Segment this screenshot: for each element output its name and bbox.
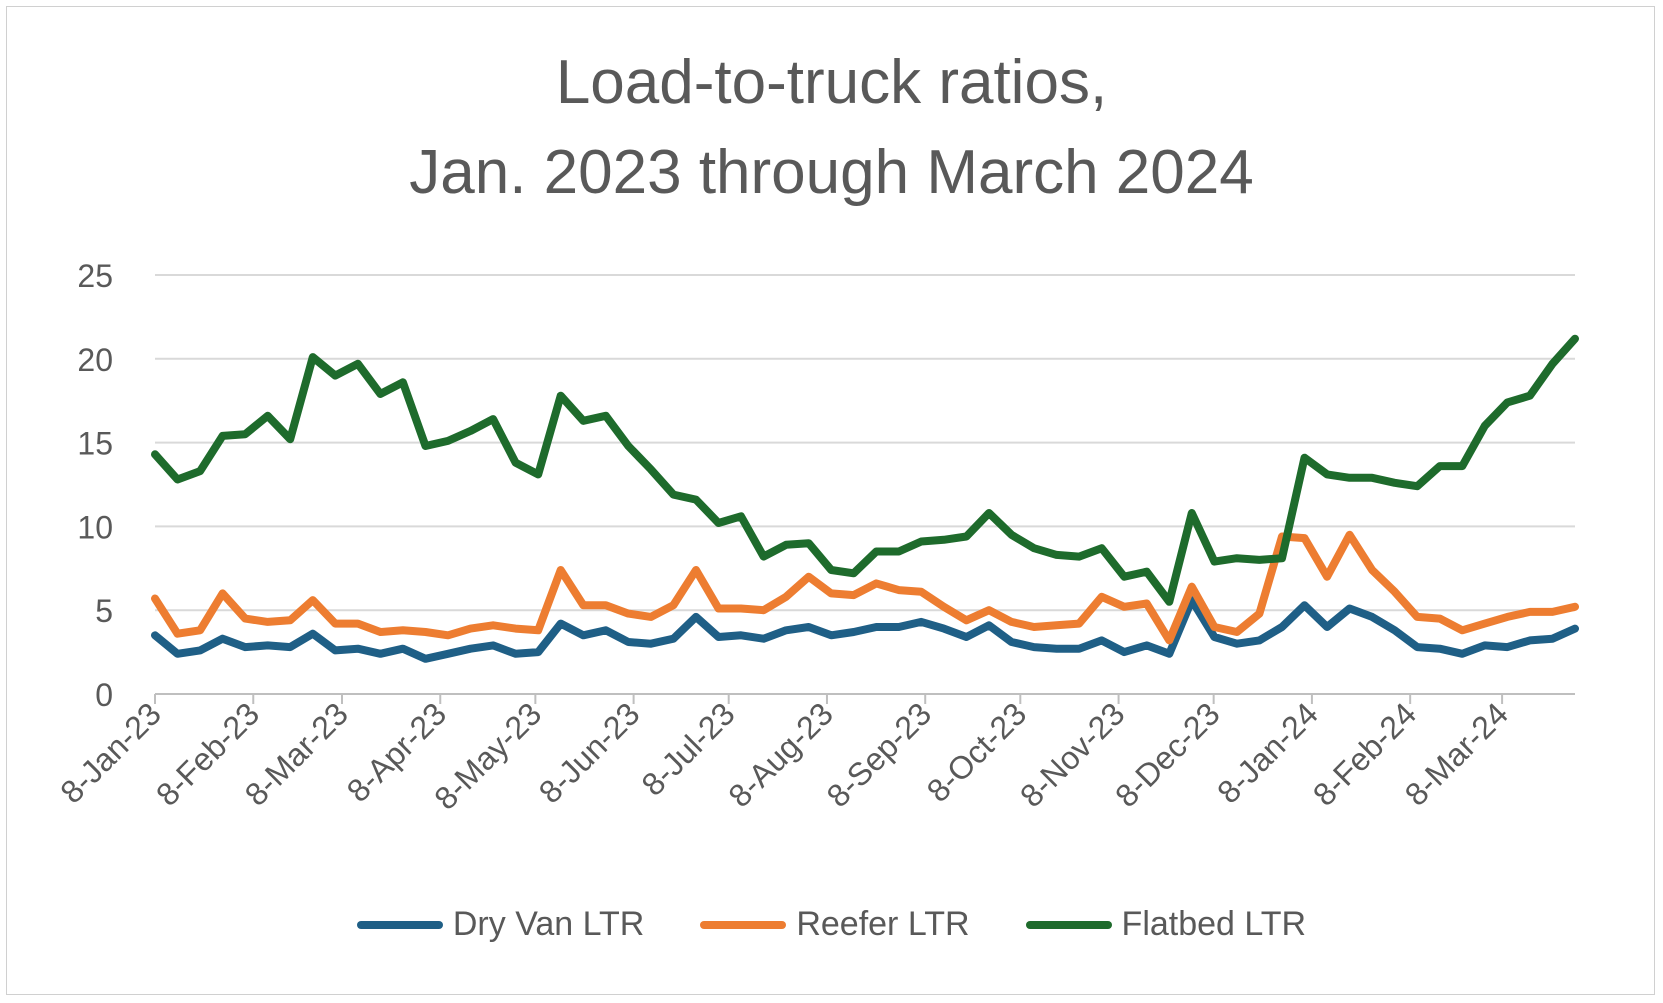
series-line xyxy=(151,530,1579,645)
legend-label: Dry Van LTR xyxy=(452,905,645,943)
y-tick-label: 0 xyxy=(95,677,113,713)
legend: Dry Van LTR Reefer LTR Flatbed LTR xyxy=(0,905,1663,944)
y-tick-label: 25 xyxy=(77,258,113,294)
legend-item-flatbed: Flatbed LTR xyxy=(1025,905,1307,944)
x-tick-label: 8-Jun-23 xyxy=(532,695,647,810)
y-tick-label: 20 xyxy=(77,342,113,378)
legend-swatch xyxy=(356,920,443,929)
chart-title: Load-to-truck ratios, xyxy=(555,48,1108,117)
legend-swatch xyxy=(1025,920,1112,929)
y-tick-label: 15 xyxy=(77,426,113,462)
legend-label: Flatbed LTR xyxy=(1121,905,1307,943)
x-tick-label: 8-Sep-23 xyxy=(820,695,939,814)
series-line xyxy=(151,596,1579,663)
x-tick-label: 8-Dec-23 xyxy=(1108,695,1227,814)
chart-frame xyxy=(6,6,1655,995)
legend-label: Reefer LTR xyxy=(796,905,970,943)
x-tick-label: 8-Nov-23 xyxy=(1013,695,1132,814)
series-line xyxy=(151,334,1579,606)
legend-item-dry-van: Dry Van LTR xyxy=(356,905,645,944)
legend-swatch xyxy=(700,920,787,929)
y-tick-label: 10 xyxy=(77,509,113,545)
chart-subtitle: Jan. 2023 through March 2024 xyxy=(409,138,1254,207)
y-tick-label: 5 xyxy=(95,593,113,629)
x-tick-label: 8-Aug-23 xyxy=(721,695,840,814)
x-tick-label: 8-Jan-24 xyxy=(1210,695,1325,810)
legend-item-reefer: Reefer LTR xyxy=(700,905,970,944)
x-tick-label: 8-Mar-24 xyxy=(1398,695,1515,812)
